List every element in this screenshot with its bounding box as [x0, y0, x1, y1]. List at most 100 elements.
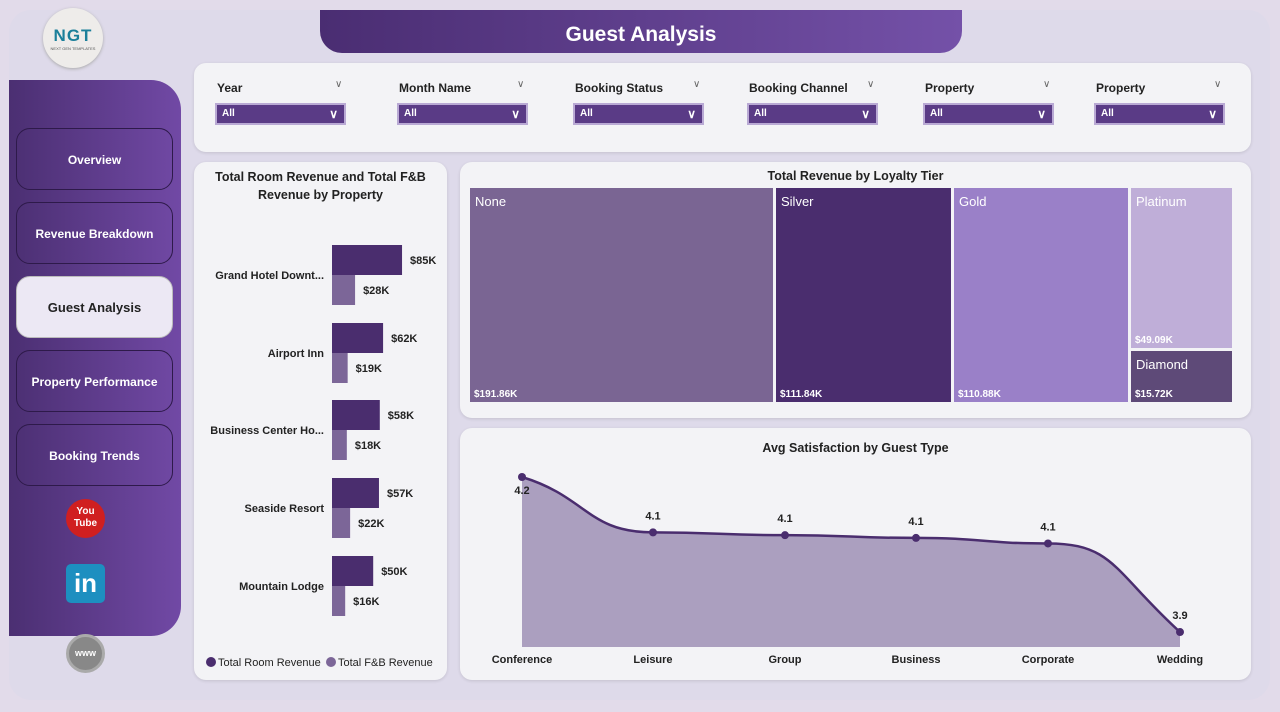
filter-panel	[194, 63, 1251, 152]
chevron-down-icon[interactable]: ∨	[335, 79, 343, 90]
filter-dropdown[interactable]: All ∨	[923, 103, 1054, 125]
legend-marker	[326, 657, 336, 667]
tile-name: Gold	[959, 194, 987, 209]
data-label: $18K	[355, 440, 381, 452]
globe-www-icon[interactable]: www	[66, 634, 105, 673]
bar[interactable]	[332, 478, 379, 508]
tile-name: Silver	[781, 194, 814, 209]
data-label: $58K	[388, 410, 414, 422]
youtube-icon[interactable]: You Tube	[66, 499, 105, 538]
series-line	[521, 475, 1181, 633]
filter-dropdown[interactable]: All ∨	[1094, 103, 1225, 125]
x-tick-label: Wedding	[1157, 654, 1203, 666]
data-label: 4.1	[645, 510, 660, 522]
data-point[interactable]	[649, 528, 657, 537]
filter-dropdown[interactable]: All ∨	[573, 103, 704, 125]
filter-value: All	[404, 108, 417, 119]
data-label: 4.1	[777, 513, 792, 525]
treemap-tile[interactable]: Diamond $15.72K	[1131, 351, 1232, 402]
filter-dropdown[interactable]: All ∨	[747, 103, 878, 125]
data-point[interactable]	[912, 533, 920, 542]
x-tick-label: Leisure	[633, 654, 672, 666]
data-label: 3.9	[1172, 610, 1187, 622]
data-label: 4.1	[908, 516, 923, 528]
filter-label: Year	[217, 81, 243, 95]
treemap-tile[interactable]: Platinum $49.09K	[1131, 188, 1232, 348]
data-label: 4.2	[514, 485, 529, 497]
chevron-down-icon: ∨	[329, 107, 338, 121]
category-label: Business Center Ho...	[210, 425, 324, 437]
legend-label: Total F&B Revenue	[338, 657, 433, 669]
nav-guest-analysis[interactable]: Guest Analysis	[16, 276, 173, 338]
chevron-down-icon[interactable]: ∨	[1214, 79, 1222, 90]
data-point[interactable]	[781, 531, 789, 540]
tile-value: $111.84K	[780, 389, 823, 400]
room-fb-revenue-card: Total Room Revenue and Total F&B Revenue…	[194, 162, 447, 680]
chevron-down-icon: ∨	[511, 107, 520, 121]
filter-value: All	[1101, 108, 1114, 119]
x-tick-label: Corporate	[1022, 654, 1075, 666]
category-label: Grand Hotel Downt...	[215, 270, 324, 282]
area-chart: 4.2 Conference 4.1 Leisure 4.1 Group 4.1 Busine…	[492, 473, 1203, 666]
tile-name: None	[475, 194, 507, 209]
x-tick-label: Business	[892, 654, 941, 666]
filter-label: Booking Status	[575, 81, 664, 95]
filter-label: Property	[925, 81, 975, 95]
data-label: $19K	[356, 363, 382, 375]
chart-title: Avg Satisfaction by Guest Type	[762, 441, 949, 455]
tile-value: $110.88K	[958, 389, 1001, 400]
chevron-down-icon: ∨	[1037, 107, 1046, 121]
legend-marker	[206, 657, 216, 667]
x-tick-label: Group	[769, 654, 802, 666]
filter-label: Property	[1096, 81, 1146, 95]
bar[interactable]	[332, 508, 351, 538]
bar[interactable]	[332, 400, 380, 430]
bar[interactable]	[332, 430, 347, 460]
category-label: Airport Inn	[268, 348, 324, 360]
data-label: $50K	[381, 566, 407, 578]
filter-value: All	[754, 108, 767, 119]
legend-label: Total Room Revenue	[218, 657, 321, 669]
filter-value: All	[580, 108, 593, 119]
chevron-down-icon[interactable]: ∨	[1043, 79, 1051, 90]
ngt-logo: NGT NEXT GEN TEMPLATES	[43, 8, 103, 68]
nav-booking-trends[interactable]: Booking Trends	[16, 424, 173, 486]
treemap-tile[interactable]: Silver $111.84K	[776, 188, 951, 402]
bar-chart: Grand Hotel Downt... $85K $28K Airport Inn $…	[206, 245, 436, 669]
chevron-down-icon[interactable]: ∨	[693, 79, 701, 90]
data-point[interactable]	[518, 473, 526, 481]
data-label: $16K	[353, 596, 379, 608]
nav-property-performance[interactable]: Property Performance	[16, 350, 173, 412]
data-label: $22K	[358, 518, 384, 530]
data-point[interactable]	[1176, 628, 1184, 637]
nav-overview[interactable]: Overview	[16, 128, 173, 190]
bar[interactable]	[332, 275, 356, 305]
chevron-down-icon[interactable]: ∨	[517, 79, 525, 90]
data-label: $85K	[410, 255, 436, 267]
data-label: 4.1	[1040, 521, 1055, 533]
treemap-tile[interactable]: Gold $110.88K	[954, 188, 1128, 402]
treemap-tile[interactable]: None $191.86K	[470, 188, 773, 402]
chart-title: Total Room Revenue and Total F&B Revenue…	[215, 170, 426, 202]
chevron-down-icon[interactable]: ∨	[867, 79, 875, 90]
bar[interactable]	[332, 323, 384, 353]
bar[interactable]	[332, 353, 348, 383]
chart-title: Total Revenue by Loyalty Tier	[767, 169, 944, 183]
bar[interactable]	[332, 556, 374, 586]
page-title: Guest Analysis	[320, 10, 962, 53]
data-point[interactable]	[1044, 539, 1052, 548]
data-label: $28K	[363, 285, 389, 297]
filter-dropdown[interactable]: All ∨	[397, 103, 528, 125]
area-fill	[522, 477, 1180, 647]
tile-name: Platinum	[1136, 194, 1187, 209]
nav-revenue-breakdown[interactable]: Revenue Breakdown	[16, 202, 173, 264]
x-tick-label: Conference	[492, 654, 553, 666]
filter-dropdown[interactable]: All ∨	[215, 103, 346, 125]
chevron-down-icon: ∨	[1208, 107, 1217, 121]
bar[interactable]	[332, 245, 403, 275]
tile-value: $191.86K	[474, 389, 518, 400]
category-label: Mountain Lodge	[239, 581, 324, 593]
bar[interactable]	[332, 586, 346, 616]
logo-text: NGT	[53, 26, 93, 45]
linkedin-icon[interactable]: in	[66, 564, 105, 603]
